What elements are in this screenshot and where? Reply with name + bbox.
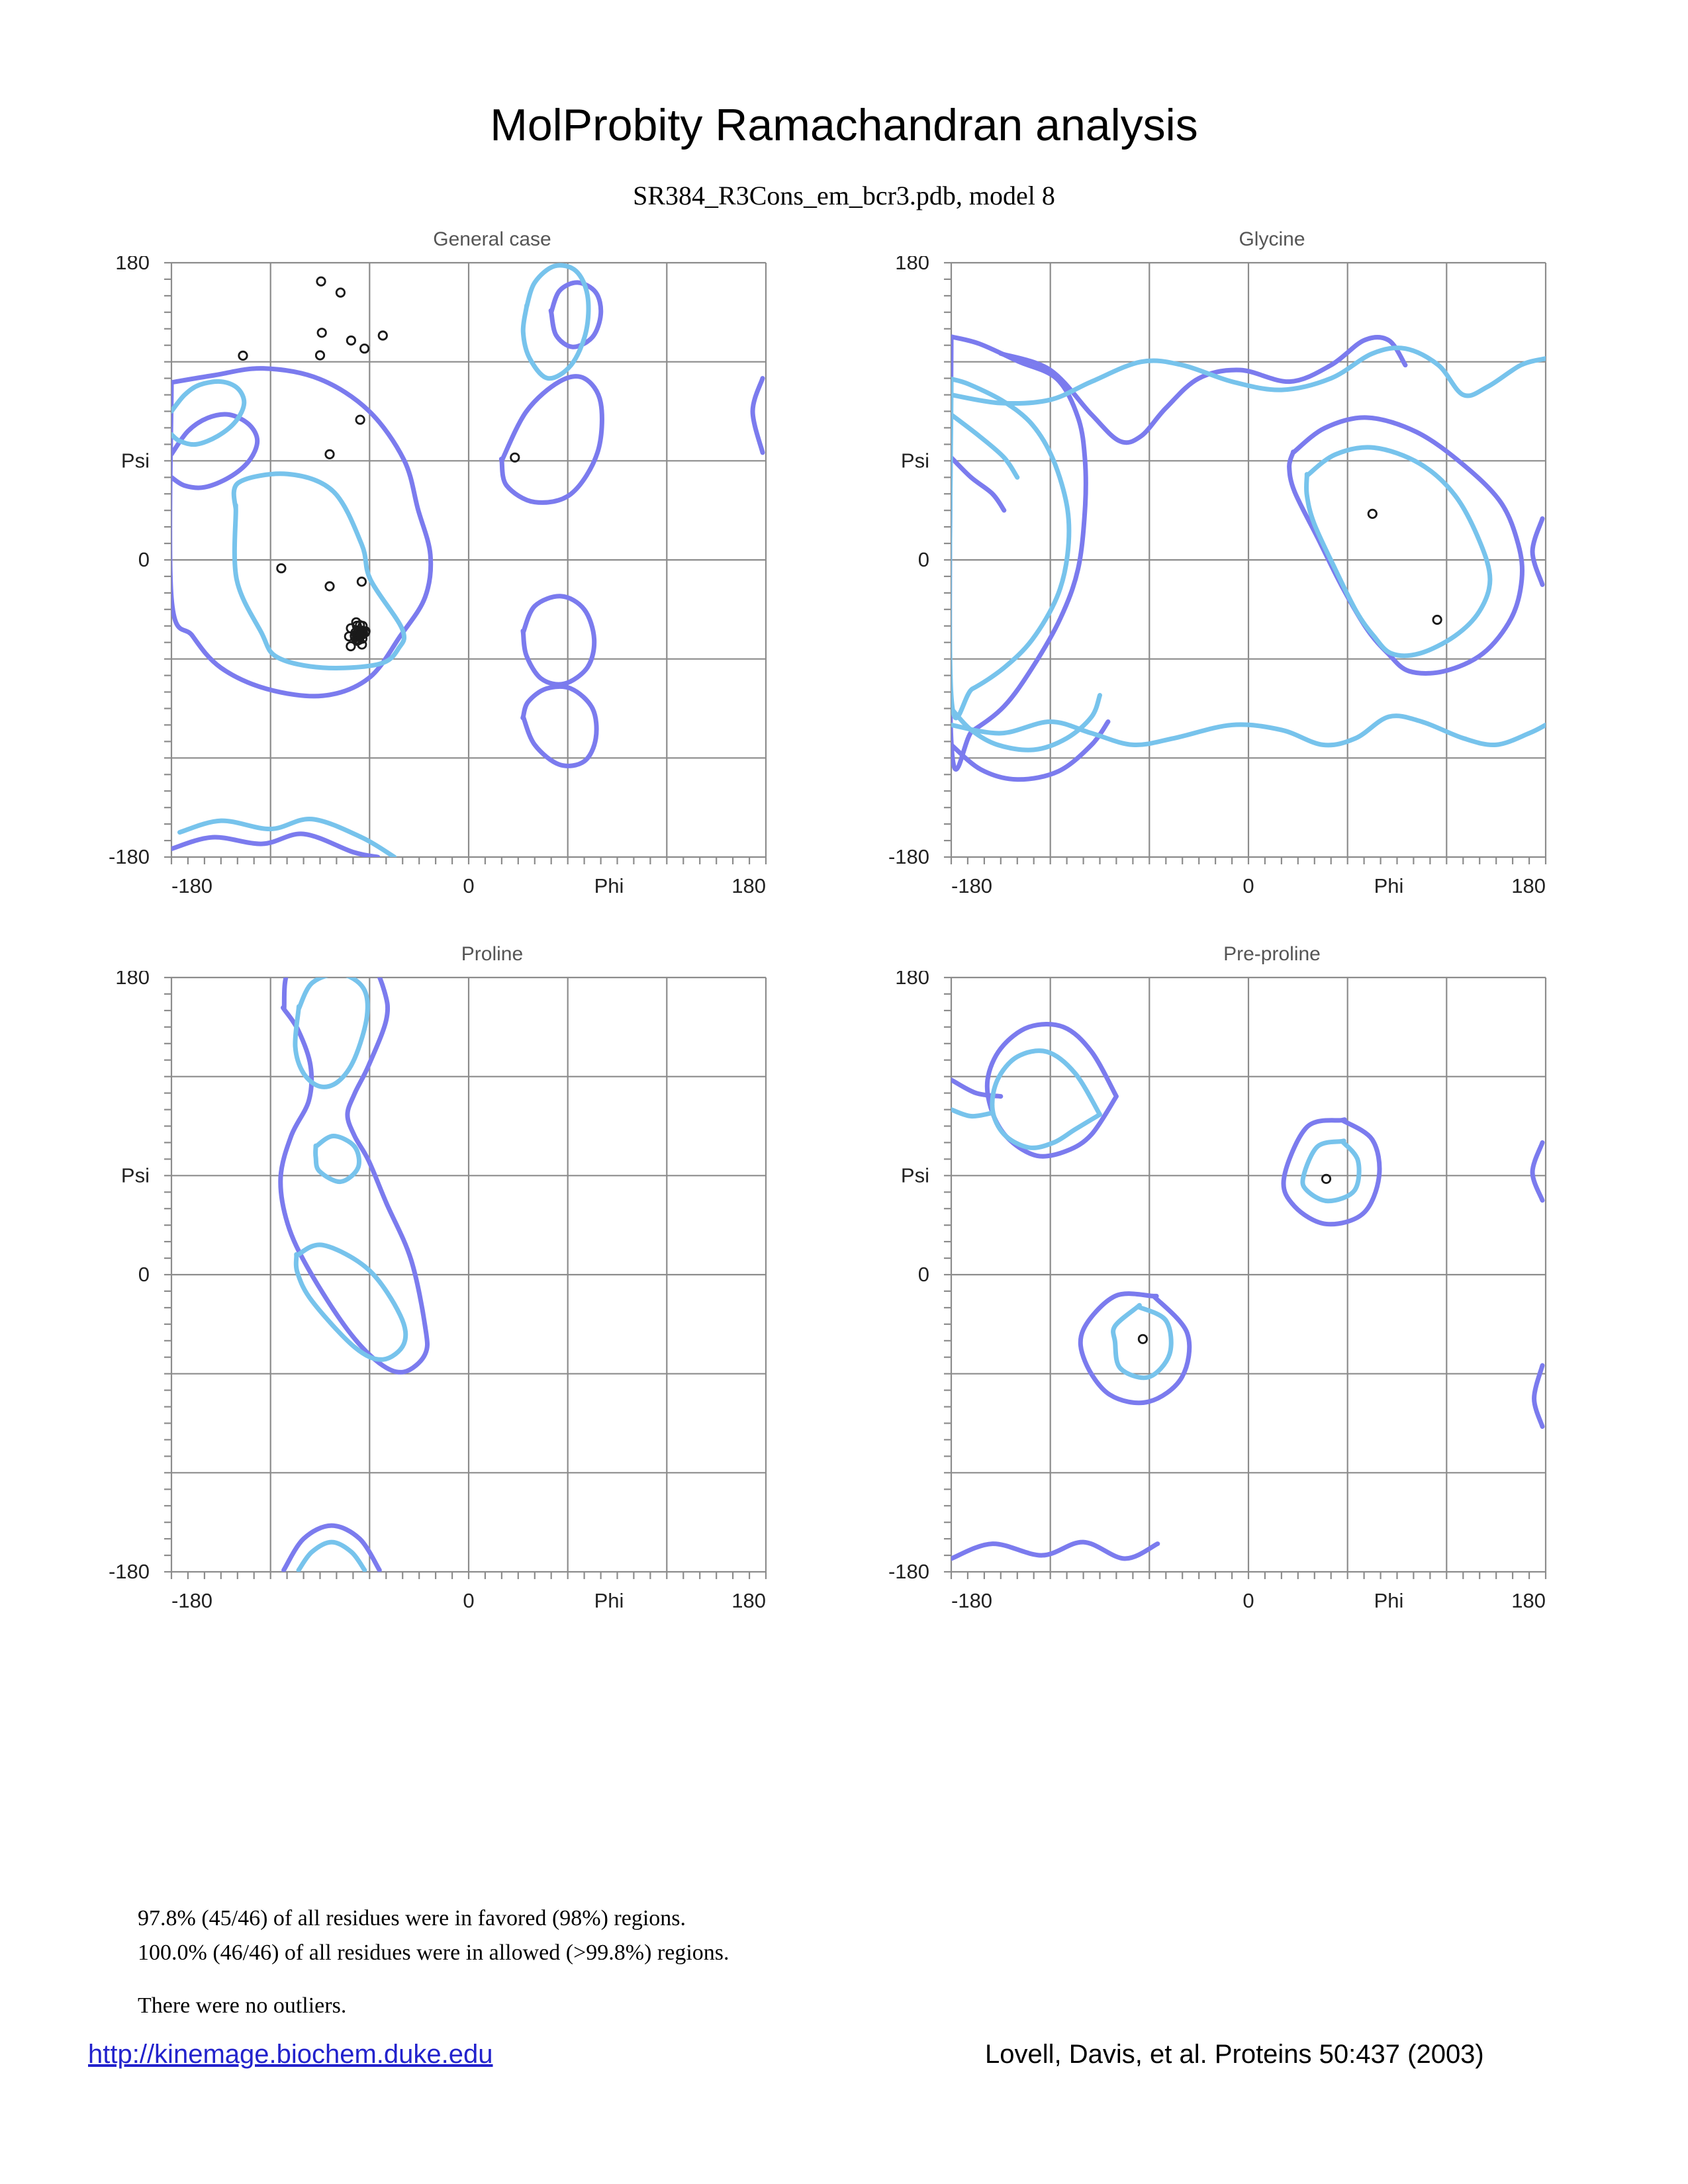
svg-text:0: 0 bbox=[918, 548, 929, 571]
svg-text:180: 180 bbox=[731, 1589, 766, 1612]
svg-text:Psi: Psi bbox=[901, 449, 929, 472]
svg-text:180: 180 bbox=[1511, 1589, 1546, 1612]
svg-text:0: 0 bbox=[918, 1263, 929, 1286]
svg-text:0: 0 bbox=[463, 1589, 474, 1612]
svg-text:Phi: Phi bbox=[594, 874, 624, 897]
svg-text:-180: -180 bbox=[951, 874, 992, 897]
svg-text:Phi: Phi bbox=[594, 1589, 624, 1612]
svg-text:Phi: Phi bbox=[1374, 1589, 1404, 1612]
svg-text:180: 180 bbox=[895, 256, 929, 274]
svg-text:-180: -180 bbox=[888, 1560, 929, 1583]
svg-text:-180: -180 bbox=[888, 845, 929, 868]
svg-text:-180: -180 bbox=[171, 1589, 212, 1612]
svg-text:Psi: Psi bbox=[121, 1163, 150, 1187]
svg-text:180: 180 bbox=[115, 256, 150, 274]
svg-text:-180: -180 bbox=[109, 1560, 150, 1583]
svg-text:0: 0 bbox=[1243, 1589, 1254, 1612]
svg-text:0: 0 bbox=[463, 874, 474, 897]
svg-text:180: 180 bbox=[895, 971, 929, 989]
svg-text:180: 180 bbox=[731, 874, 766, 897]
svg-text:Psi: Psi bbox=[901, 1163, 929, 1187]
svg-text:0: 0 bbox=[1243, 874, 1254, 897]
svg-text:-180: -180 bbox=[109, 845, 150, 868]
svg-text:-180: -180 bbox=[951, 1589, 992, 1612]
svg-text:Psi: Psi bbox=[121, 449, 150, 472]
svg-text:0: 0 bbox=[138, 1263, 150, 1286]
svg-text:-180: -180 bbox=[171, 874, 212, 897]
svg-text:180: 180 bbox=[115, 971, 150, 989]
svg-text:180: 180 bbox=[1511, 874, 1546, 897]
svg-text:0: 0 bbox=[138, 548, 150, 571]
svg-text:Phi: Phi bbox=[1374, 874, 1404, 897]
